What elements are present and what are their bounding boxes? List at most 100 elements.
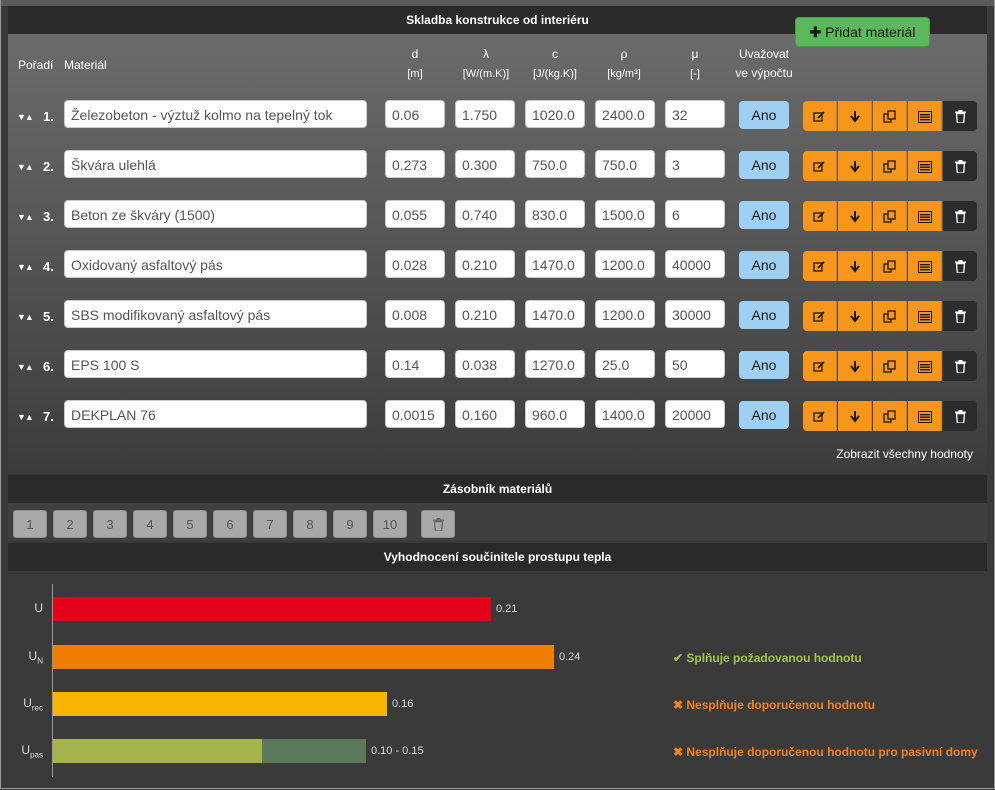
delete-button[interactable] [943,251,977,281]
reorder-arrows-icon[interactable]: ▼▲ [17,362,34,372]
mu-input[interactable]: 6 [665,200,725,228]
copy-button[interactable] [873,351,907,381]
move-down-button[interactable] [838,251,872,281]
c-input[interactable]: 750.0 [525,150,585,178]
move-down-button[interactable] [838,151,872,181]
delete-button[interactable] [943,351,977,381]
reorder-arrows-icon[interactable]: ▼▲ [17,312,34,322]
details-button[interactable] [908,151,942,181]
lambda-input[interactable]: 0.210 [455,300,515,328]
copy-button[interactable] [873,251,907,281]
delete-button[interactable] [943,151,977,181]
reorder-arrows-icon[interactable]: ▼▲ [17,212,34,222]
delete-button[interactable] [943,401,977,431]
copy-button[interactable] [873,101,907,131]
move-down-button[interactable] [838,101,872,131]
add-material-button[interactable]: ✚ Přidat materiál [795,17,930,47]
c-input[interactable]: 1020.0 [525,100,585,128]
edit-button[interactable] [803,401,837,431]
rho-input[interactable]: 1400.0 [595,400,655,428]
rho-input[interactable]: 750.0 [595,150,655,178]
consider-toggle[interactable]: Ano [739,101,789,129]
lambda-input[interactable]: 0.038 [455,350,515,378]
consider-toggle[interactable]: Ano [739,201,789,229]
mu-input[interactable]: 32 [665,100,725,128]
rho-input[interactable]: 1200.0 [595,300,655,328]
d-input[interactable]: 0.06 [385,100,445,128]
material-name-input[interactable]: SBS modifikovaný asfaltový pás [64,300,367,328]
d-input[interactable]: 0.055 [385,200,445,228]
delete-button[interactable] [943,201,977,231]
reorder-arrows-icon[interactable]: ▼▲ [17,112,34,122]
material-name-input[interactable]: Oxidovaný asfaltový pás [64,250,367,278]
edit-button[interactable] [803,151,837,181]
stack-clear-button[interactable] [421,510,455,538]
edit-button[interactable] [803,101,837,131]
lambda-input[interactable]: 0.210 [455,250,515,278]
rho-input[interactable]: 2400.0 [595,100,655,128]
lambda-input[interactable]: 0.740 [455,200,515,228]
stack-slot-button[interactable]: 6 [213,510,247,538]
stack-slot-button[interactable]: 7 [253,510,287,538]
rho-input[interactable]: 1500.0 [595,200,655,228]
stack-slot-button[interactable]: 1 [13,510,47,538]
move-down-button[interactable] [838,401,872,431]
lambda-input[interactable]: 0.160 [455,400,515,428]
stack-slot-button[interactable]: 8 [293,510,327,538]
details-button[interactable] [908,201,942,231]
lambda-input[interactable]: 0.300 [455,150,515,178]
stack-slot-button[interactable]: 2 [53,510,87,538]
edit-button[interactable] [803,201,837,231]
show-all-values-link[interactable]: Zobrazit všechny hodnoty [836,447,973,461]
details-button[interactable] [908,401,942,431]
consider-toggle[interactable]: Ano [739,351,789,379]
d-input[interactable]: 0.008 [385,300,445,328]
consider-toggle[interactable]: Ano [739,301,789,329]
mu-input[interactable]: 50 [665,350,725,378]
d-input[interactable]: 0.14 [385,350,445,378]
edit-button[interactable] [803,251,837,281]
move-down-button[interactable] [838,351,872,381]
move-down-button[interactable] [838,301,872,331]
rho-input[interactable]: 1200.0 [595,250,655,278]
c-input[interactable]: 1270.0 [525,350,585,378]
consider-toggle[interactable]: Ano [739,151,789,179]
details-button[interactable] [908,251,942,281]
material-name-input[interactable]: EPS 100 S [64,350,367,378]
move-down-button[interactable] [838,201,872,231]
reorder-arrows-icon[interactable]: ▼▲ [17,412,34,422]
mu-input[interactable]: 30000 [665,300,725,328]
reorder-arrows-icon[interactable]: ▼▲ [17,262,34,272]
d-input[interactable]: 0.273 [385,150,445,178]
consider-toggle[interactable]: Ano [739,251,789,279]
copy-button[interactable] [873,401,907,431]
stack-slot-button[interactable]: 5 [173,510,207,538]
material-name-input[interactable]: Beton ze škváry (1500) [64,200,367,228]
details-button[interactable] [908,101,942,131]
mu-input[interactable]: 20000 [665,400,725,428]
c-input[interactable]: 960.0 [525,400,585,428]
mu-input[interactable]: 3 [665,150,725,178]
c-input[interactable]: 830.0 [525,200,585,228]
delete-button[interactable] [943,101,977,131]
details-button[interactable] [908,351,942,381]
edit-button[interactable] [803,301,837,331]
stack-slot-button[interactable]: 10 [373,510,407,538]
c-input[interactable]: 1470.0 [525,250,585,278]
d-input[interactable]: 0.028 [385,250,445,278]
material-name-input[interactable]: Škvára ulehlá [64,150,367,178]
rho-input[interactable]: 25.0 [595,350,655,378]
copy-button[interactable] [873,151,907,181]
material-name-input[interactable]: Železobeton - výztuž kolmo na tepelný to… [64,100,367,128]
reorder-arrows-icon[interactable]: ▼▲ [17,162,34,172]
stack-slot-button[interactable]: 4 [133,510,167,538]
edit-button[interactable] [803,351,837,381]
material-name-input[interactable]: DEKPLAN 76 [64,400,367,428]
delete-button[interactable] [943,301,977,331]
d-input[interactable]: 0.0015 [385,400,445,428]
copy-button[interactable] [873,201,907,231]
mu-input[interactable]: 40000 [665,250,725,278]
copy-button[interactable] [873,301,907,331]
stack-slot-button[interactable]: 3 [93,510,127,538]
c-input[interactable]: 1470.0 [525,300,585,328]
